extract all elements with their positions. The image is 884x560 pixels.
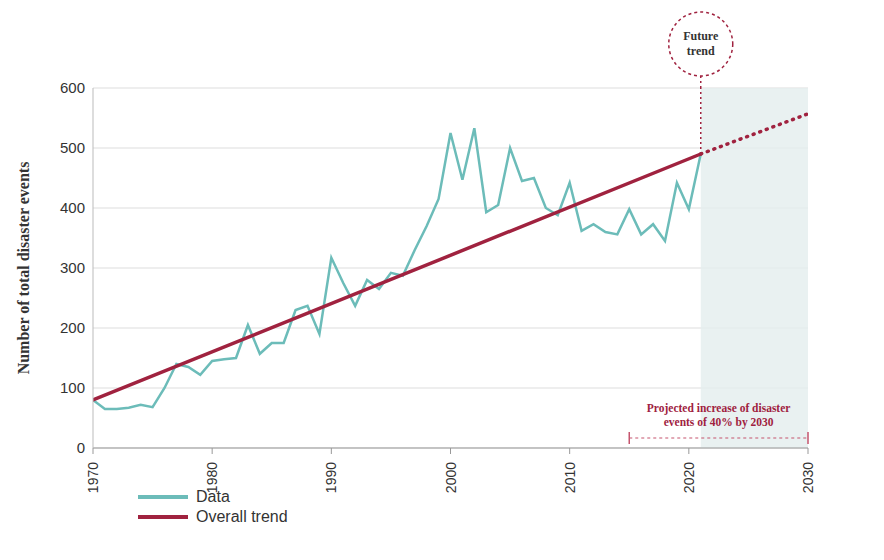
svg-text:200: 200: [60, 319, 85, 336]
svg-text:trend: trend: [687, 44, 715, 58]
svg-text:400: 400: [60, 199, 85, 216]
svg-text:1980: 1980: [204, 462, 220, 493]
svg-text:500: 500: [60, 139, 85, 156]
html-text:Overall trend: Overall trend: [196, 508, 288, 525]
svg-text:0: 0: [77, 439, 85, 456]
svg-text:2020: 2020: [681, 462, 697, 493]
svg-text:2030: 2030: [800, 462, 816, 493]
svg-text:Number of total disaster event: Number of total disaster events: [15, 162, 32, 375]
svg-text:2000: 2000: [443, 462, 459, 493]
svg-text:events of 40% by 2030: events of 40% by 2030: [664, 416, 774, 429]
svg-text:100: 100: [60, 379, 85, 396]
svg-text:Projected increase of disaster: Projected increase of disaster: [647, 402, 791, 415]
svg-text:600: 600: [60, 79, 85, 96]
svg-text:1990: 1990: [323, 462, 339, 493]
svg-text:1970: 1970: [85, 462, 101, 493]
svg-text:2010: 2010: [562, 462, 578, 493]
html-text:Data: Data: [196, 488, 230, 505]
svg-text:300: 300: [60, 259, 85, 276]
svg-text:Future: Future: [683, 29, 719, 43]
